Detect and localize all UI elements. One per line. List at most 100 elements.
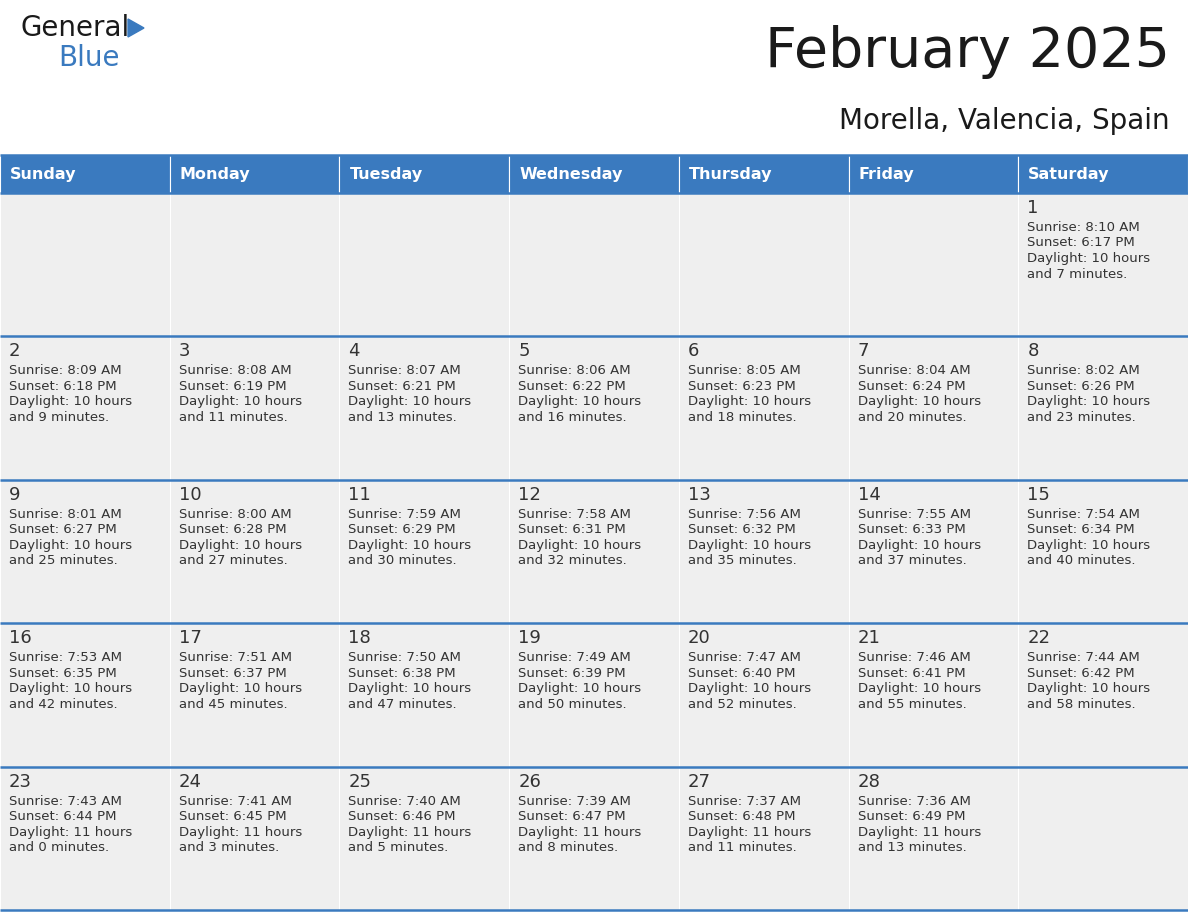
Text: and 25 minutes.: and 25 minutes. (10, 554, 118, 567)
Text: Daylight: 10 hours: Daylight: 10 hours (1028, 252, 1150, 265)
Text: Sunset: 6:44 PM: Sunset: 6:44 PM (10, 810, 116, 823)
Text: Sunrise: 7:39 AM: Sunrise: 7:39 AM (518, 795, 631, 808)
Bar (1018, 155, 1188, 193)
Text: Sunset: 6:40 PM: Sunset: 6:40 PM (688, 666, 795, 679)
Text: Daylight: 10 hours: Daylight: 10 hours (10, 539, 132, 552)
Text: 18: 18 (348, 629, 371, 647)
Bar (170, 623, 340, 767)
Text: Daylight: 10 hours: Daylight: 10 hours (1028, 396, 1150, 409)
Text: and 13 minutes.: and 13 minutes. (858, 841, 966, 854)
Text: Sunset: 6:38 PM: Sunset: 6:38 PM (348, 666, 456, 679)
Text: Tuesday: Tuesday (349, 166, 423, 182)
Bar (510, 193, 678, 336)
Text: Sunrise: 7:55 AM: Sunrise: 7:55 AM (858, 508, 971, 521)
Text: Sunrise: 7:37 AM: Sunrise: 7:37 AM (688, 795, 801, 808)
Text: Daylight: 10 hours: Daylight: 10 hours (518, 539, 642, 552)
Text: Thursday: Thursday (689, 166, 772, 182)
Text: Sunrise: 8:00 AM: Sunrise: 8:00 AM (178, 508, 291, 521)
Text: Sunrise: 8:10 AM: Sunrise: 8:10 AM (1028, 221, 1140, 234)
Text: Sunset: 6:24 PM: Sunset: 6:24 PM (858, 380, 965, 393)
Text: Sunrise: 8:06 AM: Sunrise: 8:06 AM (518, 364, 631, 377)
Text: 1: 1 (1028, 199, 1038, 217)
Polygon shape (128, 19, 144, 37)
Text: 2: 2 (10, 342, 20, 361)
Text: Sunrise: 7:49 AM: Sunrise: 7:49 AM (518, 651, 631, 665)
Text: Daylight: 10 hours: Daylight: 10 hours (348, 682, 472, 695)
Text: Saturday: Saturday (1029, 166, 1110, 182)
Text: Friday: Friday (859, 166, 915, 182)
Bar (0, 623, 170, 767)
Text: Morella, Valencia, Spain: Morella, Valencia, Spain (840, 107, 1170, 135)
Bar (170, 193, 340, 336)
Text: and 3 minutes.: and 3 minutes. (178, 841, 279, 854)
Text: 20: 20 (688, 629, 710, 647)
Text: Daylight: 11 hours: Daylight: 11 hours (10, 825, 132, 839)
Bar (848, 193, 1018, 336)
Bar (678, 155, 848, 193)
Bar (848, 623, 1018, 767)
Text: Sunrise: 7:43 AM: Sunrise: 7:43 AM (10, 795, 122, 808)
Text: and 5 minutes.: and 5 minutes. (348, 841, 449, 854)
Text: 4: 4 (348, 342, 360, 361)
Text: Sunset: 6:46 PM: Sunset: 6:46 PM (348, 810, 456, 823)
Bar (1018, 193, 1188, 336)
Text: and 40 minutes.: and 40 minutes. (1028, 554, 1136, 567)
Text: 25: 25 (348, 773, 372, 790)
Text: 6: 6 (688, 342, 700, 361)
Bar (848, 480, 1018, 623)
Text: Daylight: 11 hours: Daylight: 11 hours (178, 825, 302, 839)
Text: and 45 minutes.: and 45 minutes. (178, 698, 287, 711)
Text: Daylight: 10 hours: Daylight: 10 hours (518, 396, 642, 409)
Bar (340, 336, 510, 480)
Text: Sunset: 6:32 PM: Sunset: 6:32 PM (688, 523, 796, 536)
Text: Sunrise: 8:07 AM: Sunrise: 8:07 AM (348, 364, 461, 377)
Text: Daylight: 10 hours: Daylight: 10 hours (348, 396, 472, 409)
Text: Daylight: 10 hours: Daylight: 10 hours (688, 396, 811, 409)
Text: and 16 minutes.: and 16 minutes. (518, 411, 627, 424)
Text: 22: 22 (1028, 629, 1050, 647)
Text: Sunset: 6:37 PM: Sunset: 6:37 PM (178, 666, 286, 679)
Text: 28: 28 (858, 773, 880, 790)
Text: Daylight: 10 hours: Daylight: 10 hours (10, 396, 132, 409)
Text: and 55 minutes.: and 55 minutes. (858, 698, 966, 711)
Text: Daylight: 10 hours: Daylight: 10 hours (178, 539, 302, 552)
Text: Sunset: 6:26 PM: Sunset: 6:26 PM (1028, 380, 1135, 393)
Text: Daylight: 10 hours: Daylight: 10 hours (1028, 682, 1150, 695)
Bar (170, 336, 340, 480)
Bar (0, 767, 170, 910)
Text: Sunrise: 8:01 AM: Sunrise: 8:01 AM (10, 508, 121, 521)
Text: 7: 7 (858, 342, 870, 361)
Bar (678, 623, 848, 767)
Text: and 52 minutes.: and 52 minutes. (688, 698, 797, 711)
Text: 21: 21 (858, 629, 880, 647)
Text: Sunrise: 7:50 AM: Sunrise: 7:50 AM (348, 651, 461, 665)
Text: Sunset: 6:33 PM: Sunset: 6:33 PM (858, 523, 966, 536)
Text: Sunrise: 7:47 AM: Sunrise: 7:47 AM (688, 651, 801, 665)
Text: and 8 minutes.: and 8 minutes. (518, 841, 618, 854)
Text: Daylight: 10 hours: Daylight: 10 hours (10, 682, 132, 695)
Text: 27: 27 (688, 773, 710, 790)
Text: Daylight: 10 hours: Daylight: 10 hours (178, 682, 302, 695)
Text: Sunrise: 7:56 AM: Sunrise: 7:56 AM (688, 508, 801, 521)
Text: and 18 minutes.: and 18 minutes. (688, 411, 796, 424)
Bar (1018, 336, 1188, 480)
Text: and 11 minutes.: and 11 minutes. (688, 841, 797, 854)
Text: 10: 10 (178, 486, 201, 504)
Text: Sunset: 6:18 PM: Sunset: 6:18 PM (10, 380, 116, 393)
Text: and 32 minutes.: and 32 minutes. (518, 554, 627, 567)
Text: 17: 17 (178, 629, 202, 647)
Text: Daylight: 10 hours: Daylight: 10 hours (178, 396, 302, 409)
Text: Sunrise: 7:51 AM: Sunrise: 7:51 AM (178, 651, 292, 665)
Bar (678, 767, 848, 910)
Text: 5: 5 (518, 342, 530, 361)
Text: General: General (20, 14, 129, 42)
Text: Daylight: 10 hours: Daylight: 10 hours (688, 682, 811, 695)
Text: 26: 26 (518, 773, 541, 790)
Text: and 50 minutes.: and 50 minutes. (518, 698, 627, 711)
Text: February 2025: February 2025 (765, 25, 1170, 79)
Text: and 30 minutes.: and 30 minutes. (348, 554, 457, 567)
Bar (678, 193, 848, 336)
Bar (510, 767, 678, 910)
Text: 8: 8 (1028, 342, 1038, 361)
Text: and 9 minutes.: and 9 minutes. (10, 411, 109, 424)
